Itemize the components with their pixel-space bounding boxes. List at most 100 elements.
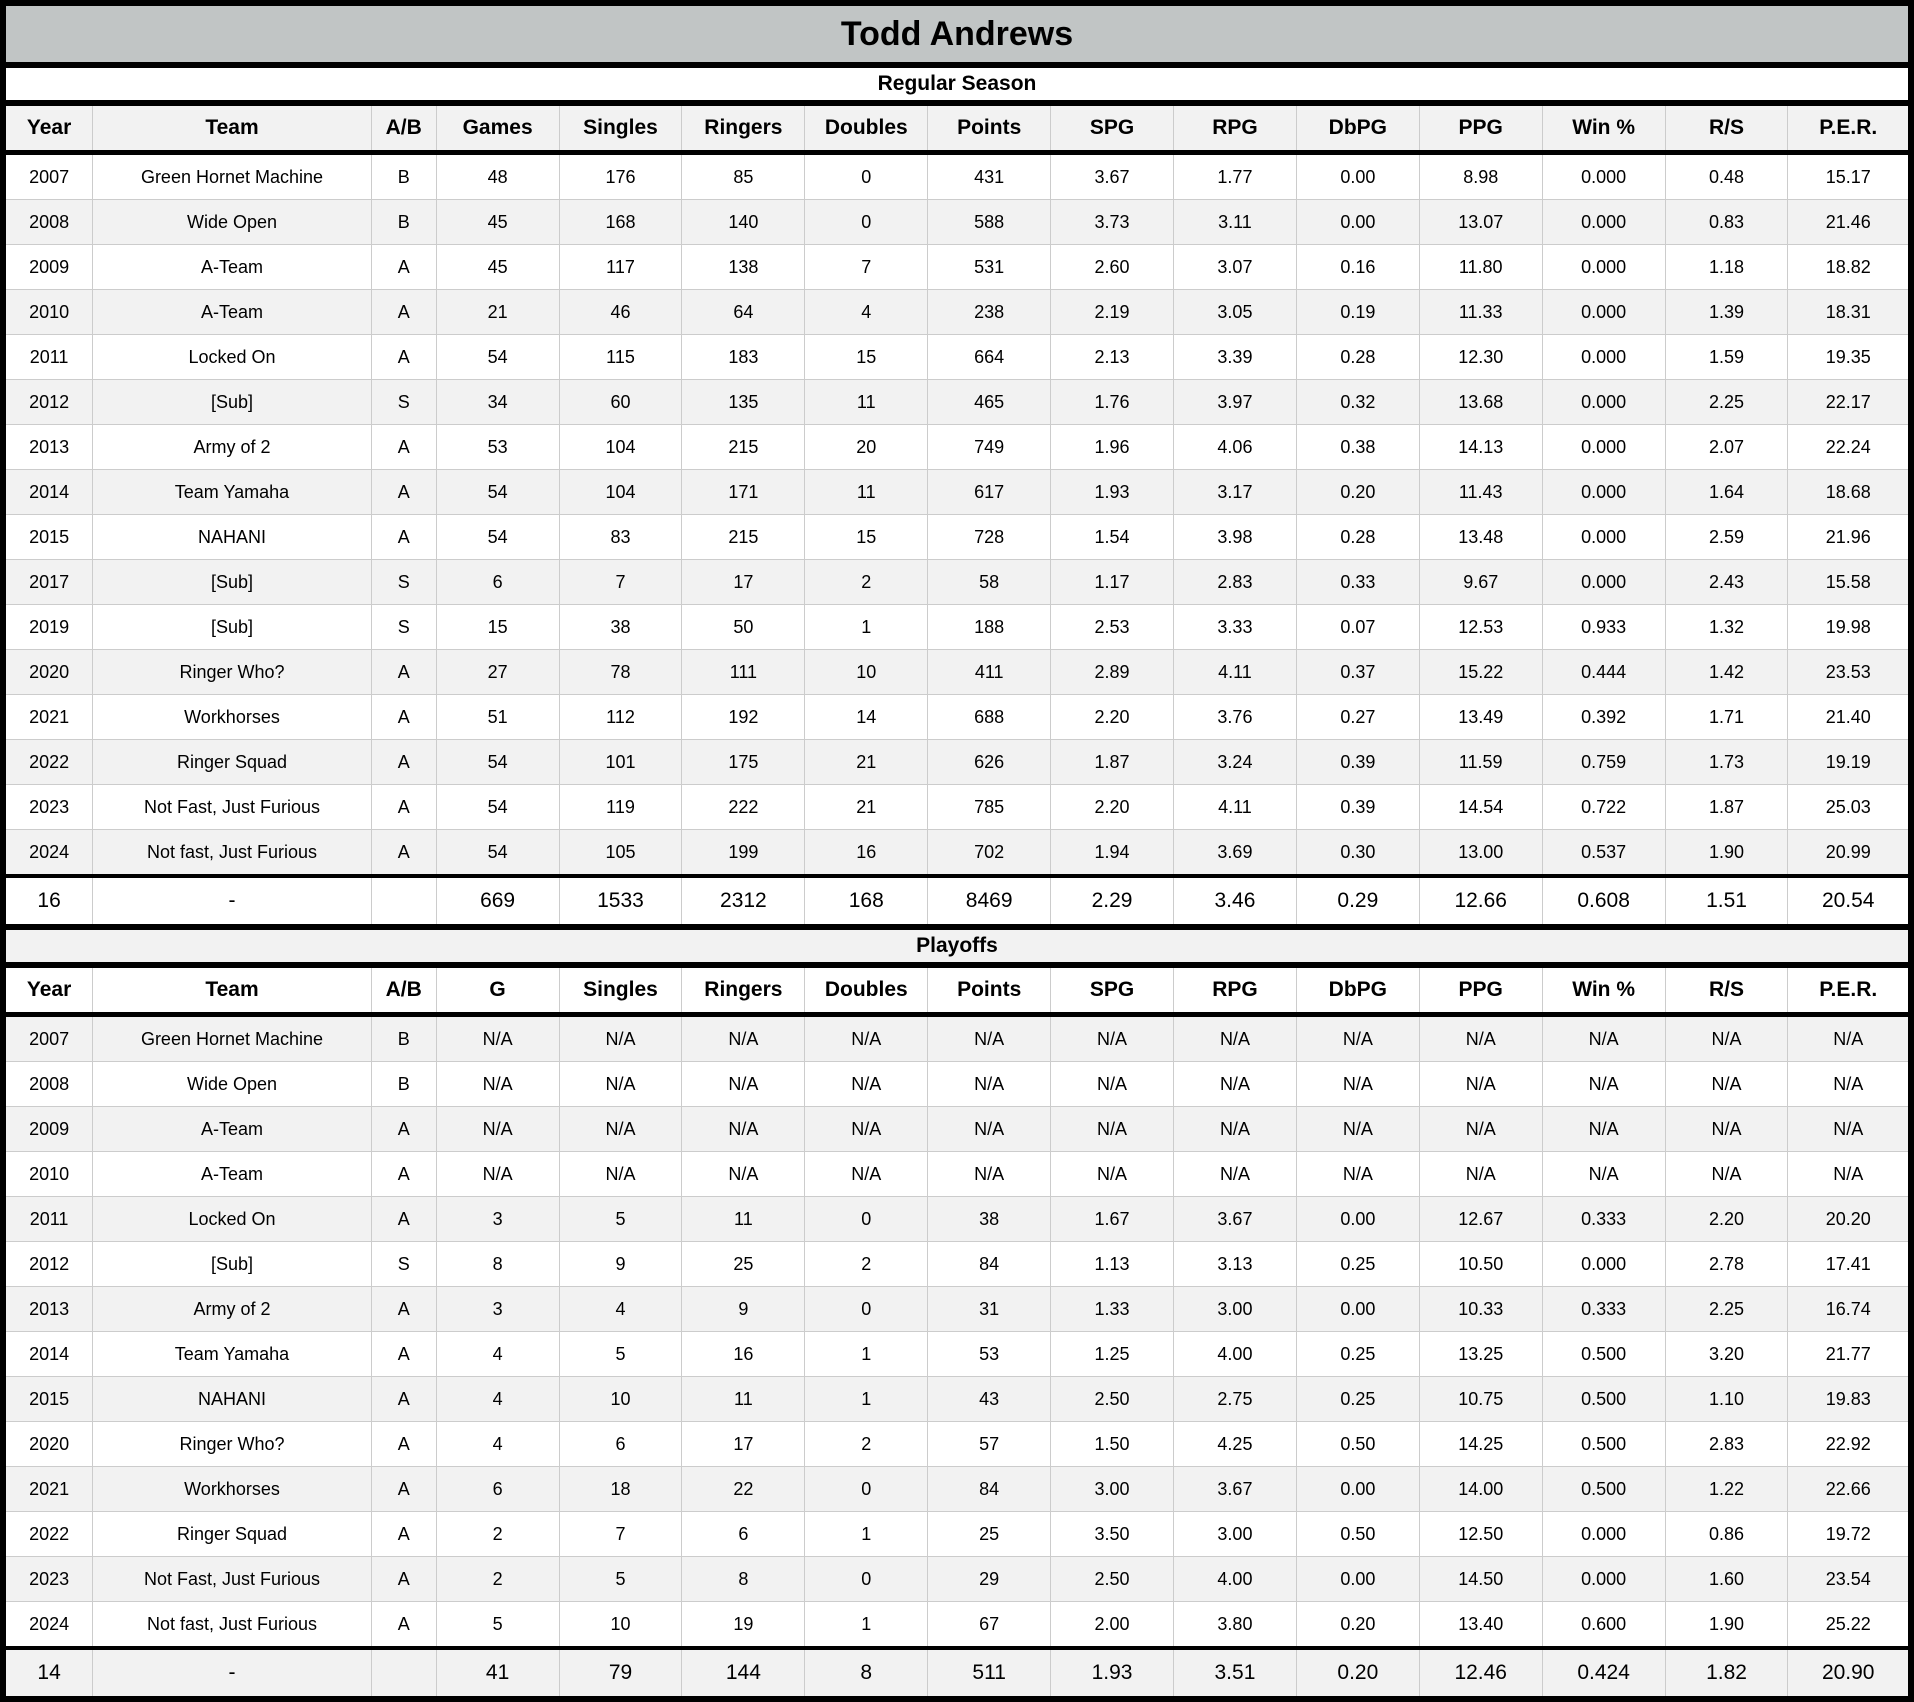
table-row: 2022 Ringer Squad A 54 101 175 21 626 1.87 3.24 0.… (2, 739, 1912, 785)
cell: 2.78 (1664, 1241, 1789, 1287)
cell: 3.24 (1173, 739, 1297, 785)
cell: 168 (558, 199, 683, 245)
cell: A (370, 1421, 437, 1467)
cell: 0.000 (1541, 244, 1666, 290)
cell: 3.80 (1173, 1601, 1297, 1649)
cell: 2012 (2, 379, 94, 425)
cell: N/A (1541, 1151, 1666, 1197)
cell: 0.000 (1541, 289, 1666, 335)
cell: 9.67 (1418, 559, 1543, 605)
cell: N/A (1541, 1106, 1666, 1152)
cell: N/A (1173, 1151, 1297, 1197)
cell: B (370, 152, 437, 200)
cell: 0.50 (1295, 1421, 1420, 1467)
cell: N/A (681, 1061, 806, 1107)
cell: 18.68 (1787, 469, 1912, 515)
cell: 101 (558, 739, 683, 785)
cell: 4.11 (1173, 784, 1297, 830)
cell: 2013 (2, 424, 94, 470)
cell: 2.20 (1050, 784, 1174, 830)
cell: A (370, 739, 437, 785)
cell: 22.24 (1787, 424, 1912, 470)
totals-cell: 0.29 (1295, 874, 1420, 930)
cell: A (370, 334, 437, 380)
cell: 0.000 (1541, 334, 1666, 380)
section-banner-row: Playoffs (2, 924, 1912, 968)
cell: 2023 (2, 1556, 94, 1602)
cell: 3.17 (1173, 469, 1297, 515)
cell: 14 (804, 694, 929, 740)
totals-cell: 12.46 (1418, 1646, 1543, 1702)
totals-cell: 2312 (681, 874, 806, 930)
cell: N/A (1541, 1061, 1666, 1107)
cell: 0.000 (1541, 379, 1666, 425)
totals-cell: - (92, 1646, 372, 1702)
cell: A (370, 1196, 437, 1242)
column-header: SPG (1050, 102, 1174, 155)
cell: B (370, 199, 437, 245)
cell: 15 (804, 334, 929, 380)
cell: 117 (558, 244, 683, 290)
cell: 0.600 (1541, 1601, 1666, 1649)
cell: N/A (1050, 1151, 1174, 1197)
cell: A (370, 1151, 437, 1197)
cell: 2 (804, 1241, 929, 1287)
cell: 702 (927, 829, 1052, 877)
cell: 2012 (2, 1241, 94, 1287)
cell: [Sub] (92, 604, 372, 650)
cell: N/A (1664, 1014, 1789, 1062)
cell: 0.392 (1541, 694, 1666, 740)
cell: 2015 (2, 1376, 94, 1422)
cell: 431 (927, 152, 1052, 200)
cell: 188 (927, 604, 1052, 650)
cell: 2019 (2, 604, 94, 650)
column-header: Points (927, 964, 1052, 1017)
cell: 176 (558, 152, 683, 200)
cell: 14.00 (1418, 1466, 1543, 1512)
cell: 3.33 (1173, 604, 1297, 650)
cell: 119 (558, 784, 683, 830)
cell: 1 (804, 604, 929, 650)
cell: 222 (681, 784, 806, 830)
cell: 2.19 (1050, 289, 1174, 335)
cell: 588 (927, 199, 1052, 245)
cell: 11.59 (1418, 739, 1543, 785)
cell: 31 (927, 1286, 1052, 1332)
cell: N/A (558, 1061, 683, 1107)
cell: 0.83 (1664, 199, 1789, 245)
cell: 1.33 (1050, 1286, 1174, 1332)
cell: [Sub] (92, 559, 372, 605)
cell: 85 (681, 152, 806, 200)
table-row: 2020 Ringer Who? A 4 6 17 2 57 1.50 4.25 0.50 14.25… (2, 1421, 1912, 1467)
cell: 0 (804, 1556, 929, 1602)
cell: A (370, 829, 437, 877)
cell: N/A (1295, 1151, 1420, 1197)
cell: 2021 (2, 1466, 94, 1512)
cell: 2017 (2, 559, 94, 605)
totals-cell: 14 (2, 1646, 94, 1702)
cell: 21.40 (1787, 694, 1912, 740)
cell: 2021 (2, 694, 94, 740)
cell: Ringer Who? (92, 649, 372, 695)
cell: 2009 (2, 1106, 94, 1152)
cell: 2 (804, 559, 929, 605)
table-row: 2007 Green Hornet Machine B 48 176 85 0 431 3.67… (2, 152, 1912, 200)
cell: 0.39 (1295, 784, 1420, 830)
cell: 12.50 (1418, 1511, 1543, 1557)
cell: 19 (681, 1601, 806, 1649)
cell: 4 (804, 289, 929, 335)
cell: N/A (1418, 1014, 1543, 1062)
cell: 11 (804, 469, 929, 515)
cell: 0.722 (1541, 784, 1666, 830)
totals-cell: 41 (435, 1646, 560, 1702)
cell: N/A (927, 1151, 1052, 1197)
cell: 1.87 (1664, 784, 1789, 830)
table-row: 2017 [Sub] S 6 7 17 2 58 1.17 2.83 0.33 9.67 0.000 2.… (2, 559, 1912, 605)
cell: A (370, 244, 437, 290)
cell: 4 (558, 1286, 683, 1332)
cell: N/A (558, 1106, 683, 1152)
cell: 728 (927, 514, 1052, 560)
cell: 1.18 (1664, 244, 1789, 290)
totals-row: 14- 41 79 144 8 511 1.93 3.51 0.20 12.46 0.424 1.82… (2, 1646, 1912, 1702)
